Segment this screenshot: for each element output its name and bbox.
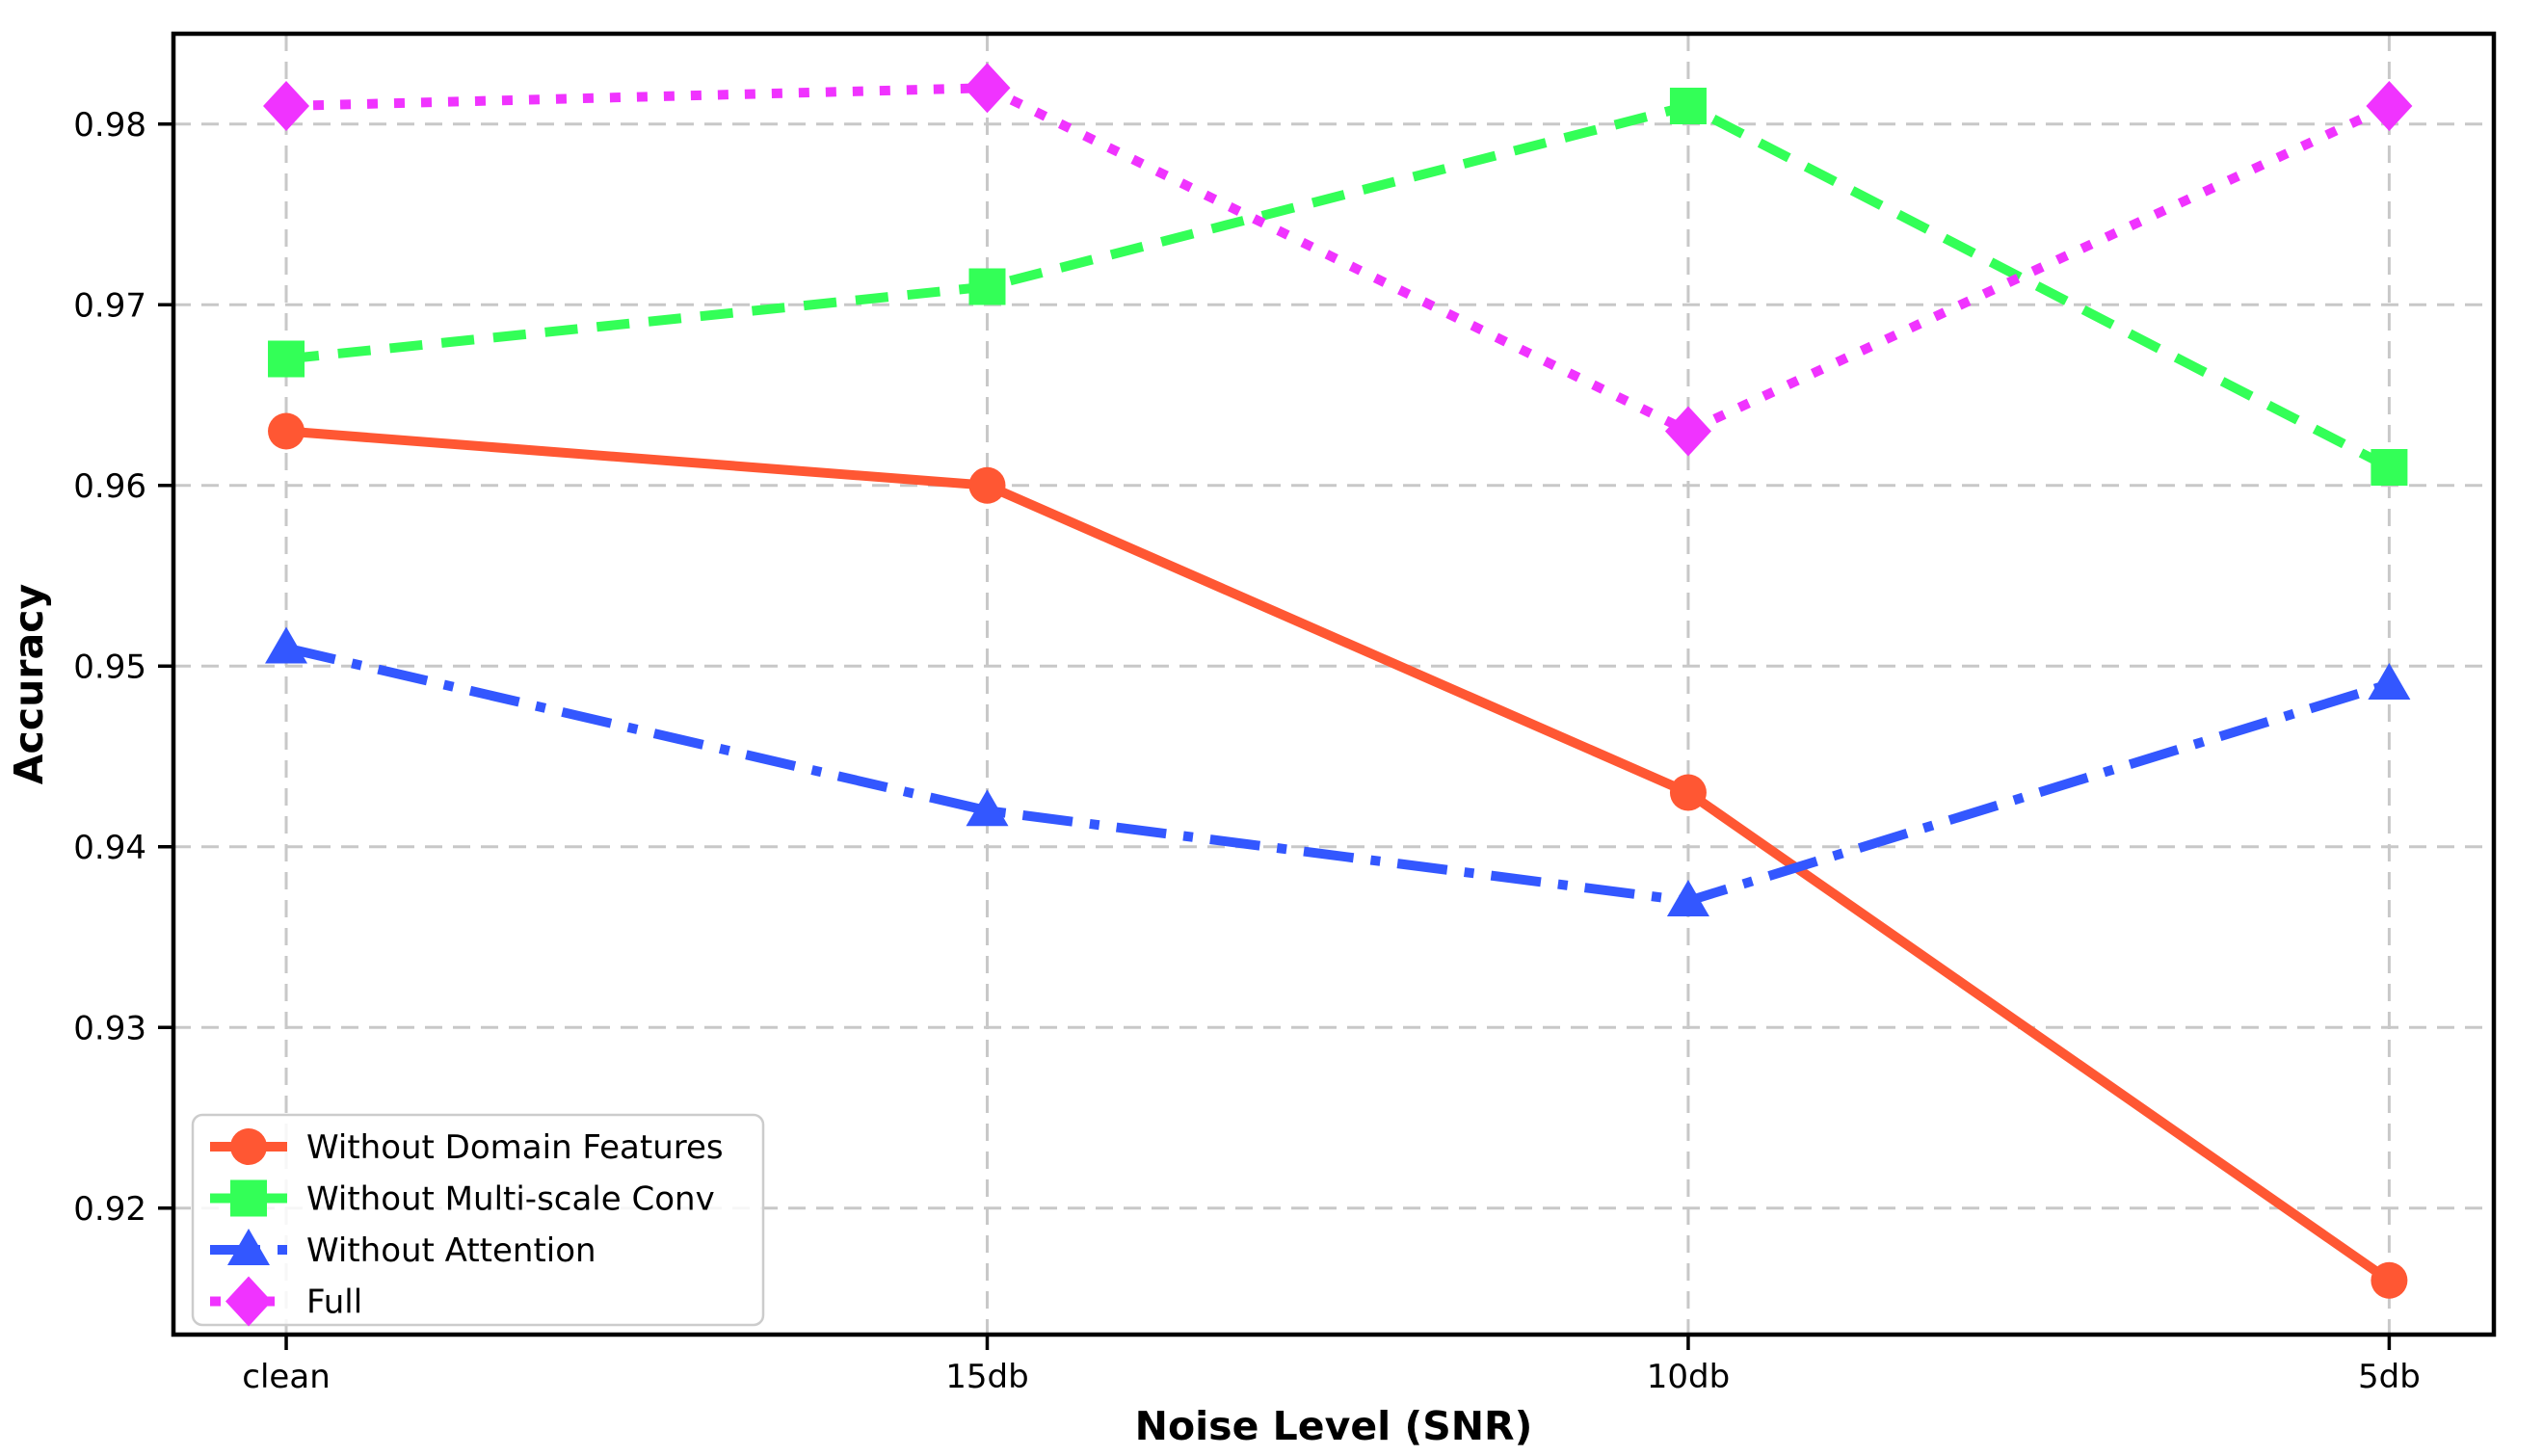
series-line-without-domain-features: [285, 426, 2393, 1284]
marker-full-10db: [1664, 406, 1711, 457]
series-without-multi-scale-conv: [268, 88, 2408, 486]
x-tick-label-5db: 5db: [2358, 1358, 2421, 1396]
y-tick-label-0.98: 0.98: [73, 106, 146, 145]
legend-item-full: Full: [210, 1276, 362, 1327]
marker-without-domain-features-5db: [2371, 1261, 2408, 1299]
x-tick-label-clean: clean: [242, 1358, 330, 1396]
y-tick-label-0.96: 0.96: [73, 467, 146, 506]
axes-box: [171, 31, 2497, 1337]
series-without-domain-features: [268, 412, 2408, 1299]
y-tick-label-0.92: 0.92: [73, 1190, 146, 1229]
y-axis-title: Accuracy: [6, 584, 52, 784]
legend-label-without-attention: Without Attention: [306, 1231, 596, 1270]
x-axis-title: Noise Level (SNR): [1135, 1403, 1533, 1449]
marker-without-attention-5db: [2368, 663, 2411, 700]
marker-without-multi-scale-conv-15db: [968, 268, 1006, 305]
series-line-full: [285, 83, 2392, 437]
marker-without-attention-15db: [966, 789, 1009, 827]
legend-circle-icon: [230, 1128, 267, 1165]
legend-item-without-attention: Without Attention: [210, 1229, 596, 1270]
marker-without-multi-scale-conv-10db: [1669, 88, 1707, 124]
legend-square-icon: [230, 1179, 267, 1217]
y-tick-label-0.97: 0.97: [73, 286, 146, 325]
legend: Without Domain Features Without Multi-sca…: [191, 1113, 765, 1327]
marker-without-domain-features-10db: [1669, 774, 1707, 811]
legend-diamond-icon: [225, 1276, 272, 1327]
marker-full-clean: [263, 81, 310, 131]
y-tick-label-0.93: 0.93: [73, 1009, 146, 1047]
series-line-without-attention: [284, 643, 2391, 907]
y-tick-label-0.94: 0.94: [73, 829, 146, 867]
x-tick-label-10db: 10db: [1647, 1358, 1730, 1396]
marker-full-15db: [964, 63, 1011, 114]
legend-label-without-multi-scale-conv: Without Multi-scale Conv: [306, 1180, 715, 1219]
marker-full-5db: [2366, 81, 2413, 131]
x-tick-label-15db: 15db: [945, 1358, 1028, 1396]
legend-label-full: Full: [306, 1284, 362, 1322]
legend-item-without-multi-scale-conv: Without Multi-scale Conv: [210, 1179, 715, 1219]
legend-item-without-domain-features: Without Domain Features: [210, 1128, 724, 1167]
marker-without-domain-features-clean: [268, 412, 305, 450]
series-without-attention: [265, 626, 2411, 916]
y-tick-label-0.95: 0.95: [73, 648, 146, 686]
marker-without-multi-scale-conv-5db: [2371, 449, 2408, 486]
marker-without-domain-features-15db: [968, 466, 1006, 504]
series-line-without-multi-scale-conv: [285, 100, 2392, 472]
legend-triangle-icon: [227, 1229, 270, 1265]
legend-label-without-domain-features: Without Domain Features: [306, 1128, 724, 1167]
marker-without-attention-10db: [1666, 880, 1709, 916]
series-full: [263, 63, 2413, 457]
marker-without-multi-scale-conv-clean: [268, 340, 305, 378]
marker-without-attention-clean: [265, 626, 308, 664]
legend-box: [191, 1113, 765, 1327]
